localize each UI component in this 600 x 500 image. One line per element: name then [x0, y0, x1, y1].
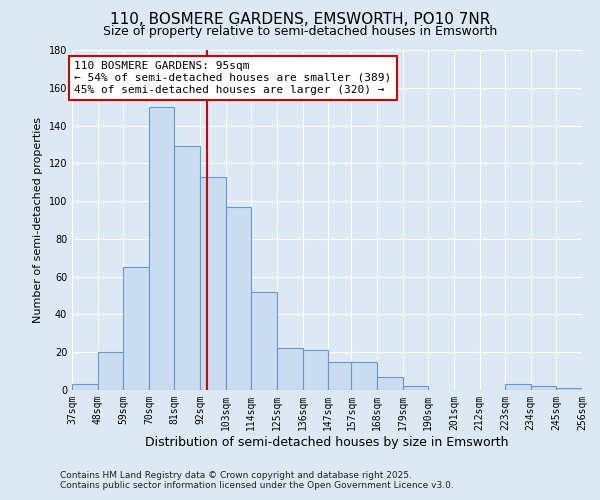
Bar [531, 386, 556, 390]
Text: 110, BOSMERE GARDENS, EMSWORTH, PO10 7NR: 110, BOSMERE GARDENS, EMSWORTH, PO10 7NR [110, 12, 490, 28]
Bar [200, 176, 226, 390]
Bar [328, 362, 354, 390]
Bar [175, 146, 200, 390]
Bar [149, 106, 175, 390]
Bar [505, 384, 531, 390]
Text: 110 BOSMERE GARDENS: 95sqm
← 54% of semi-detached houses are smaller (389)
45% o: 110 BOSMERE GARDENS: 95sqm ← 54% of semi… [74, 62, 392, 94]
Bar [251, 292, 277, 390]
Bar [123, 267, 149, 390]
Bar [302, 350, 328, 390]
Bar [72, 384, 98, 390]
X-axis label: Distribution of semi-detached houses by size in Emsworth: Distribution of semi-detached houses by … [145, 436, 509, 448]
Bar [98, 352, 123, 390]
Bar [377, 377, 403, 390]
Bar [277, 348, 302, 390]
Text: Contains HM Land Registry data © Crown copyright and database right 2025.
Contai: Contains HM Land Registry data © Crown c… [60, 470, 454, 490]
Bar [556, 388, 582, 390]
Bar [352, 362, 377, 390]
Text: Size of property relative to semi-detached houses in Emsworth: Size of property relative to semi-detach… [103, 25, 497, 38]
Bar [226, 207, 251, 390]
Y-axis label: Number of semi-detached properties: Number of semi-detached properties [33, 117, 43, 323]
Bar [403, 386, 428, 390]
